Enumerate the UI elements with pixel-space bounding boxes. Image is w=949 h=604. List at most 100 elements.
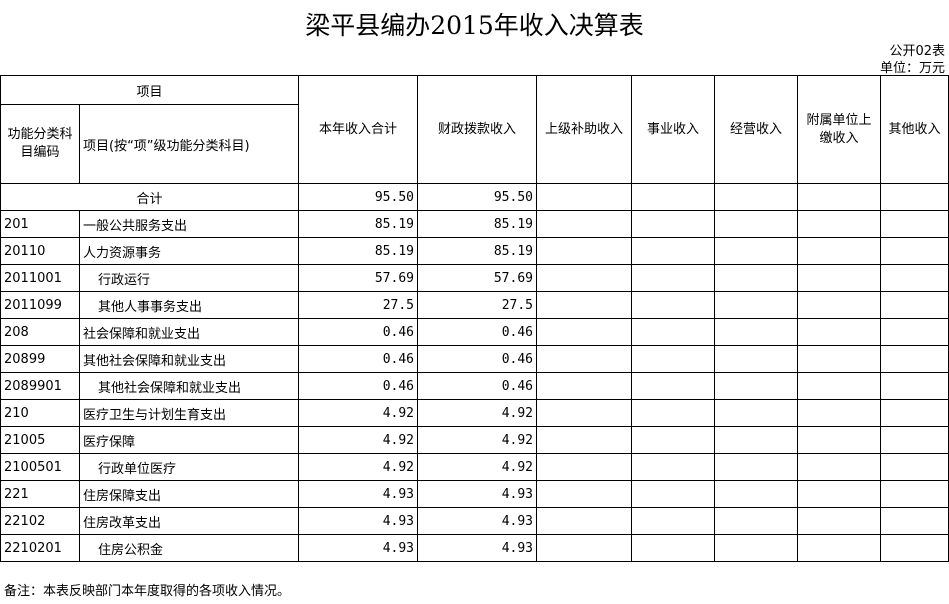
empty-cell: [714, 372, 798, 400]
row-fiscal: 4.93: [417, 507, 537, 535]
row-fiscal: 0.46: [417, 318, 537, 346]
row-name: 住房改革支出: [79, 507, 299, 535]
row-sum: 4.92: [298, 453, 418, 481]
empty-cell: [714, 534, 798, 562]
row-sum: 85.19: [298, 210, 418, 238]
table-row: 20110 人力资源事务 85.19 85.19: [0, 237, 949, 265]
empty-cell: [880, 480, 949, 508]
row-code: 20899: [0, 345, 80, 373]
empty-cell: [797, 318, 881, 346]
empty-cell: [536, 426, 632, 454]
row-sum: 4.92: [298, 399, 418, 427]
row-sum: 57.69: [298, 264, 418, 292]
empty-cell: [880, 426, 949, 454]
table-row: 2210201 住房公积金 4.93 4.93: [0, 534, 949, 562]
col-header: 本年收入合计: [298, 75, 418, 184]
empty-cell: [797, 507, 881, 535]
empty-cell: [536, 453, 632, 481]
empty-cell: [714, 453, 798, 481]
row-code: 20110: [0, 237, 80, 265]
empty-cell: [797, 534, 881, 562]
empty-cell: [880, 507, 949, 535]
table-row: 208 社会保障和就业支出 0.46 0.46: [0, 318, 949, 346]
empty-cell: [797, 345, 881, 373]
table-row: 21005 医疗保障 4.92 4.92: [0, 426, 949, 454]
empty-cell: [536, 237, 632, 265]
empty-cell: [631, 480, 715, 508]
row-fiscal: 85.19: [417, 210, 537, 238]
empty-cell: [797, 399, 881, 427]
empty-cell: [714, 507, 798, 535]
empty-cell: [797, 237, 881, 265]
row-name: 社会保障和就业支出: [79, 318, 299, 346]
empty-cell: [631, 345, 715, 373]
table-row: 22102 住房改革支出 4.93 4.93: [0, 507, 949, 535]
empty-cell: [631, 237, 715, 265]
empty-cell: [631, 264, 715, 292]
row-sum: 4.92: [298, 426, 418, 454]
row-code: 22102: [0, 507, 80, 535]
row-fiscal: 4.92: [417, 426, 537, 454]
empty-cell: [536, 318, 632, 346]
header-group: 项目: [0, 75, 299, 105]
table-row: 201 一般公共服务支出 85.19 85.19: [0, 210, 949, 238]
empty-cell: [536, 210, 632, 238]
row-name: 其他社会保障和就业支出: [79, 345, 299, 373]
footnote: 备注：本表反映部门本年度取得的各项收入情况。: [4, 584, 291, 599]
col-header: 事业收入: [631, 75, 715, 184]
row-code: 208: [0, 318, 80, 346]
row-sum: 27.5: [298, 291, 418, 319]
empty-cell: [631, 426, 715, 454]
row-fiscal: 4.92: [417, 453, 537, 481]
total-label: 合计: [0, 183, 299, 211]
row-name: 住房保障支出: [79, 480, 299, 508]
empty-cell: [880, 264, 949, 292]
empty-cell: [797, 210, 881, 238]
empty-cell: [536, 345, 632, 373]
empty-cell: [536, 507, 632, 535]
empty-cell: [631, 291, 715, 319]
row-name: 医疗保障: [79, 426, 299, 454]
table-row: 2011001 行政运行 57.69 57.69: [0, 264, 949, 292]
row-name: 住房公积金: [79, 534, 299, 562]
empty-cell: [880, 345, 949, 373]
empty-cell: [880, 210, 949, 238]
unit-label: 单位：万元: [879, 61, 945, 76]
page-title: 梁平县编办2015年收入决算表: [305, 11, 644, 40]
row-fiscal: 4.93: [417, 534, 537, 562]
empty-cell: [880, 372, 949, 400]
empty-cell: [536, 534, 632, 562]
row-fiscal: 0.46: [417, 345, 537, 373]
empty-cell: [797, 426, 881, 454]
empty-cell: [714, 264, 798, 292]
empty-cell: [797, 480, 881, 508]
row-code: 2100501: [0, 453, 80, 481]
row-code: 210: [0, 399, 80, 427]
empty-cell: [714, 480, 798, 508]
empty-cell: [714, 345, 798, 373]
income-table: 项目 本年收入合计 财政拨款收入 上级补助收入 事业收入 经营收入 附属单位上缴…: [0, 75, 949, 562]
empty-cell: [536, 480, 632, 508]
row-code: 2089901: [0, 372, 80, 400]
row-fiscal: 27.5: [417, 291, 537, 319]
row-fiscal: 4.92: [417, 399, 537, 427]
empty-cell: [880, 291, 949, 319]
col-header: 附属单位上缴收入: [797, 75, 881, 184]
row-name: 人力资源事务: [79, 237, 299, 265]
row-code: 2011001: [0, 264, 80, 292]
row-fiscal: 0.46: [417, 372, 537, 400]
empty-cell: [880, 399, 949, 427]
empty-cell: [797, 372, 881, 400]
empty-cell: [631, 507, 715, 535]
empty-cell: [631, 318, 715, 346]
empty-cell: [631, 372, 715, 400]
row-name: 行政运行: [79, 264, 299, 292]
col-header: 其他收入: [880, 75, 949, 184]
empty-cell: [714, 210, 798, 238]
row-name: 行政单位医疗: [79, 453, 299, 481]
row-code: 21005: [0, 426, 80, 454]
empty-cell: [714, 237, 798, 265]
row-code: 221: [0, 480, 80, 508]
form-number: 公开02表: [889, 44, 945, 59]
empty-cell: [631, 399, 715, 427]
